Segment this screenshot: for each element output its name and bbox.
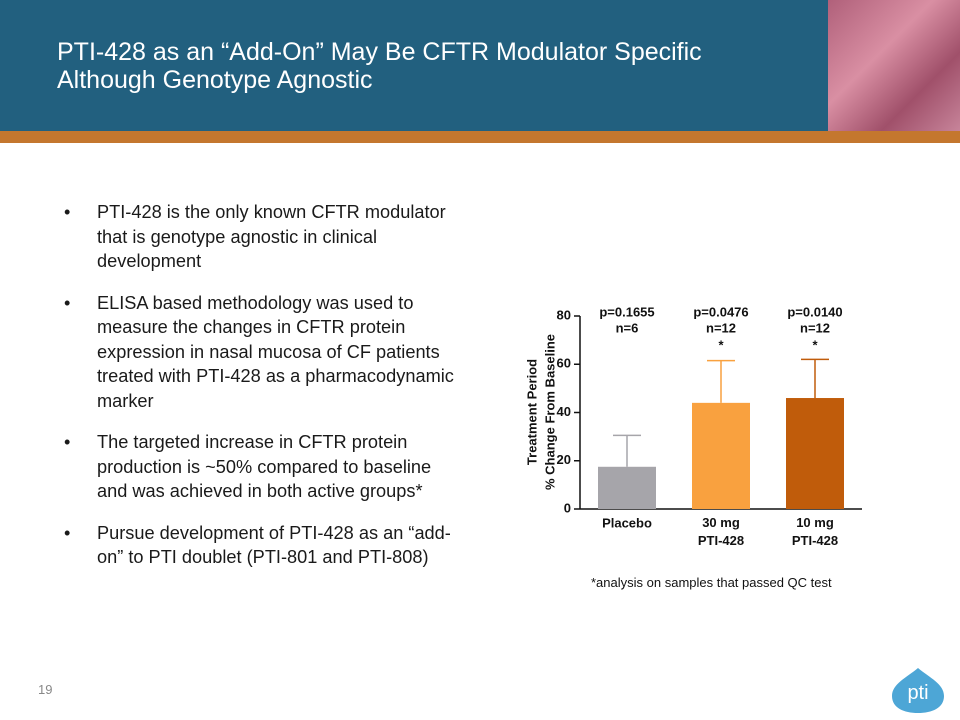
bullet: ELISA based methodology was used to meas… — [64, 291, 459, 414]
y-axis-label: Treatment Period — [524, 359, 539, 465]
y-tick-label: 20 — [557, 452, 571, 467]
logo-text: pti — [907, 682, 928, 704]
header-stripe — [0, 131, 960, 143]
p-value: p=0.0476 — [693, 304, 748, 319]
p-value: p=0.0140 — [787, 304, 842, 319]
header-image — [828, 0, 960, 131]
p-value: p=0.1655 — [599, 304, 654, 319]
bullet-list: PTI-428 is the only known CFTR modulator… — [64, 200, 459, 587]
y-tick-label: 60 — [557, 356, 571, 371]
y-tick-label: 0 — [564, 500, 571, 515]
bar — [692, 402, 750, 509]
y-axis-label: % Change From Baseline — [542, 334, 557, 490]
sample-size: n=12 — [706, 320, 736, 335]
significance: * — [718, 337, 724, 352]
bullet: PTI-428 is the only known CFTR modulator… — [64, 200, 459, 274]
bar — [786, 398, 844, 509]
title: Although Genotype Agnostic — [57, 66, 373, 94]
y-tick-label: 80 — [557, 307, 571, 322]
sample-size: n=12 — [800, 320, 830, 335]
x-tick-label: Placebo — [602, 515, 652, 530]
x-tick-label: 30 mg PTI-428 — [698, 515, 744, 548]
bar — [598, 466, 656, 509]
logo: pti — [892, 668, 944, 713]
bullet: The targeted increase in CFTR protein pr… — [64, 430, 459, 504]
significance: * — [812, 337, 818, 352]
header-band — [0, 0, 960, 131]
title: PTI-428 as an “Add-On” May Be CFTR Modul… — [57, 38, 702, 66]
footnote: *analysis on samples that passed QC test — [591, 575, 832, 590]
bullet: Pursue development of PTI-428 as an “add… — [64, 521, 459, 570]
y-tick-label: 40 — [557, 404, 571, 419]
sample-size: n=6 — [616, 320, 639, 335]
page-number: 19 — [38, 682, 53, 697]
x-tick-label: 10 mg PTI-428 — [792, 515, 838, 548]
logo-shape — [892, 668, 944, 713]
